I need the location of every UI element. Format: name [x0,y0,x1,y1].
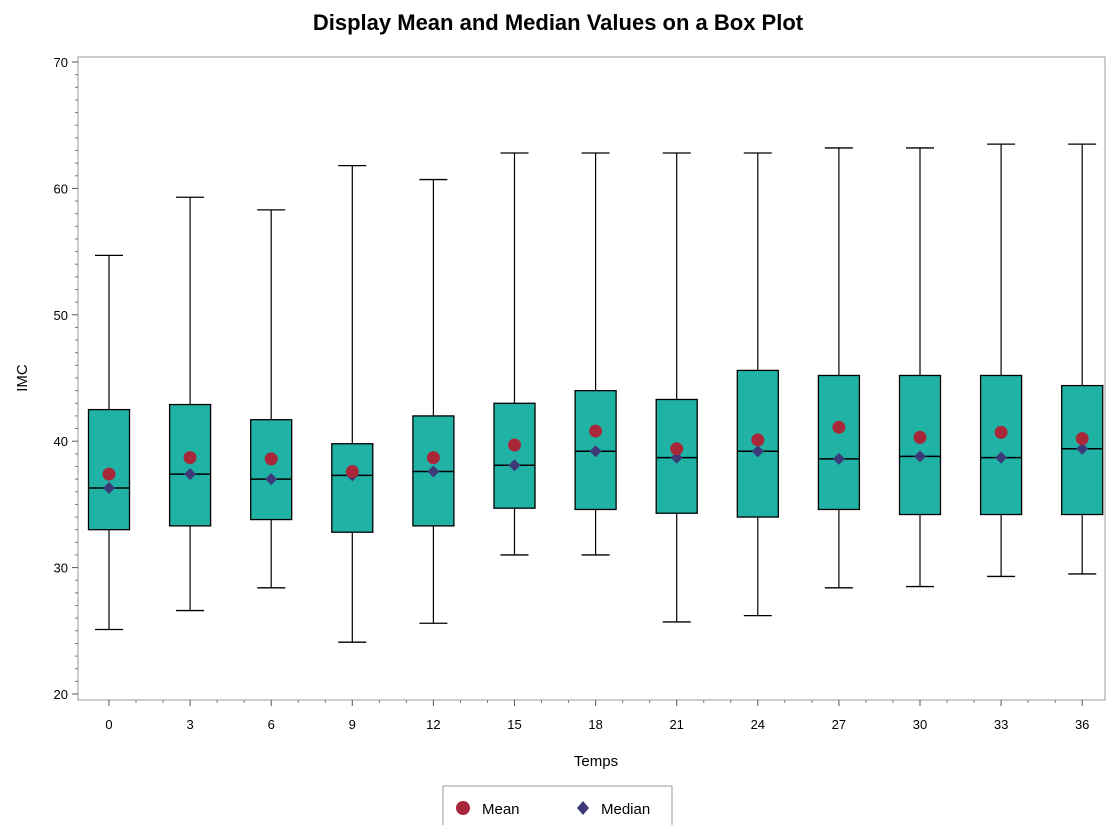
mean-marker [994,425,1008,439]
y-tick-label: 30 [54,561,68,576]
box-27 [817,147,861,589]
median-marker [1076,442,1089,455]
x-tick-label: 30 [913,717,927,732]
median-marker [914,450,926,463]
legend-frame [442,785,673,827]
legend-median-marker [577,801,589,815]
iqr-box [817,374,861,511]
mean-marker [913,430,927,444]
box-12 [412,178,455,624]
x-tick-label: 21 [669,717,683,732]
y-tick-label: 20 [54,687,68,702]
boxes-layer [87,143,1104,643]
iqr-box [493,402,536,509]
mean-marker [426,451,440,465]
box-21 [655,152,698,623]
mean-marker [670,442,684,456]
legend-median-label: Median [601,801,650,818]
y-tick-label: 40 [54,434,68,449]
y-tick-label: 50 [54,308,68,323]
median-marker [832,452,845,465]
median-marker [589,445,602,458]
x-tick-label: 36 [1075,717,1089,732]
y-axis: 20 30 40 50 60 70 [54,55,78,702]
box-6 [250,209,293,589]
median-marker [184,468,197,481]
iqr-box [168,403,212,527]
legend: Mean Median [442,785,673,827]
y-tick-label: 60 [54,181,68,196]
iqr-box [250,419,293,521]
median-marker [427,465,440,478]
box-36 [1061,143,1104,575]
median-marker [508,459,521,472]
mean-marker [1075,432,1089,446]
box-0 [87,254,131,631]
y-axis-label: IMC [14,364,31,392]
mean-marker [751,433,765,447]
x-tick-label: 9 [349,717,356,732]
mean-marker [264,452,278,466]
x-tick-label: 18 [588,717,602,732]
box-15 [493,152,536,556]
mean-marker [345,465,359,479]
box-33 [979,143,1023,578]
x-tick-label: 15 [507,717,521,732]
x-tick-label: 12 [426,717,440,732]
legend-mean-label: Mean [482,801,520,818]
x-tick-label: 24 [751,717,765,732]
mean-marker [508,438,521,452]
x-axis-label: Temps [574,753,618,770]
mean-marker [183,451,197,465]
mean-marker [589,424,603,438]
y-tick-label: 70 [54,55,68,70]
iqr-box [979,374,1023,516]
legend-mean-marker [456,801,470,815]
box-9 [331,164,374,643]
median-marker [265,473,278,486]
mean-marker [832,420,846,434]
median-marker [751,445,764,458]
box-18 [574,152,617,556]
x-axis: 0 3 6 9 12 15 18 21 24 27 30 33 36 [105,700,1089,732]
median-marker [670,451,683,464]
x-tick-label: 33 [994,717,1008,732]
chart-title: Display Mean and Median Values on a Box … [313,10,804,35]
box-30 [898,147,942,588]
x-tick-label: 3 [186,717,193,732]
median-marker [995,451,1008,464]
mean-marker [102,467,116,481]
x-tick-label: 0 [105,717,112,732]
iqr-box [898,374,942,516]
box-3 [168,196,212,612]
x-tick-label: 27 [832,717,846,732]
iqr-box [331,443,374,533]
box-24 [736,152,779,617]
x-tick-label: 6 [268,717,275,732]
median-marker [103,481,115,494]
